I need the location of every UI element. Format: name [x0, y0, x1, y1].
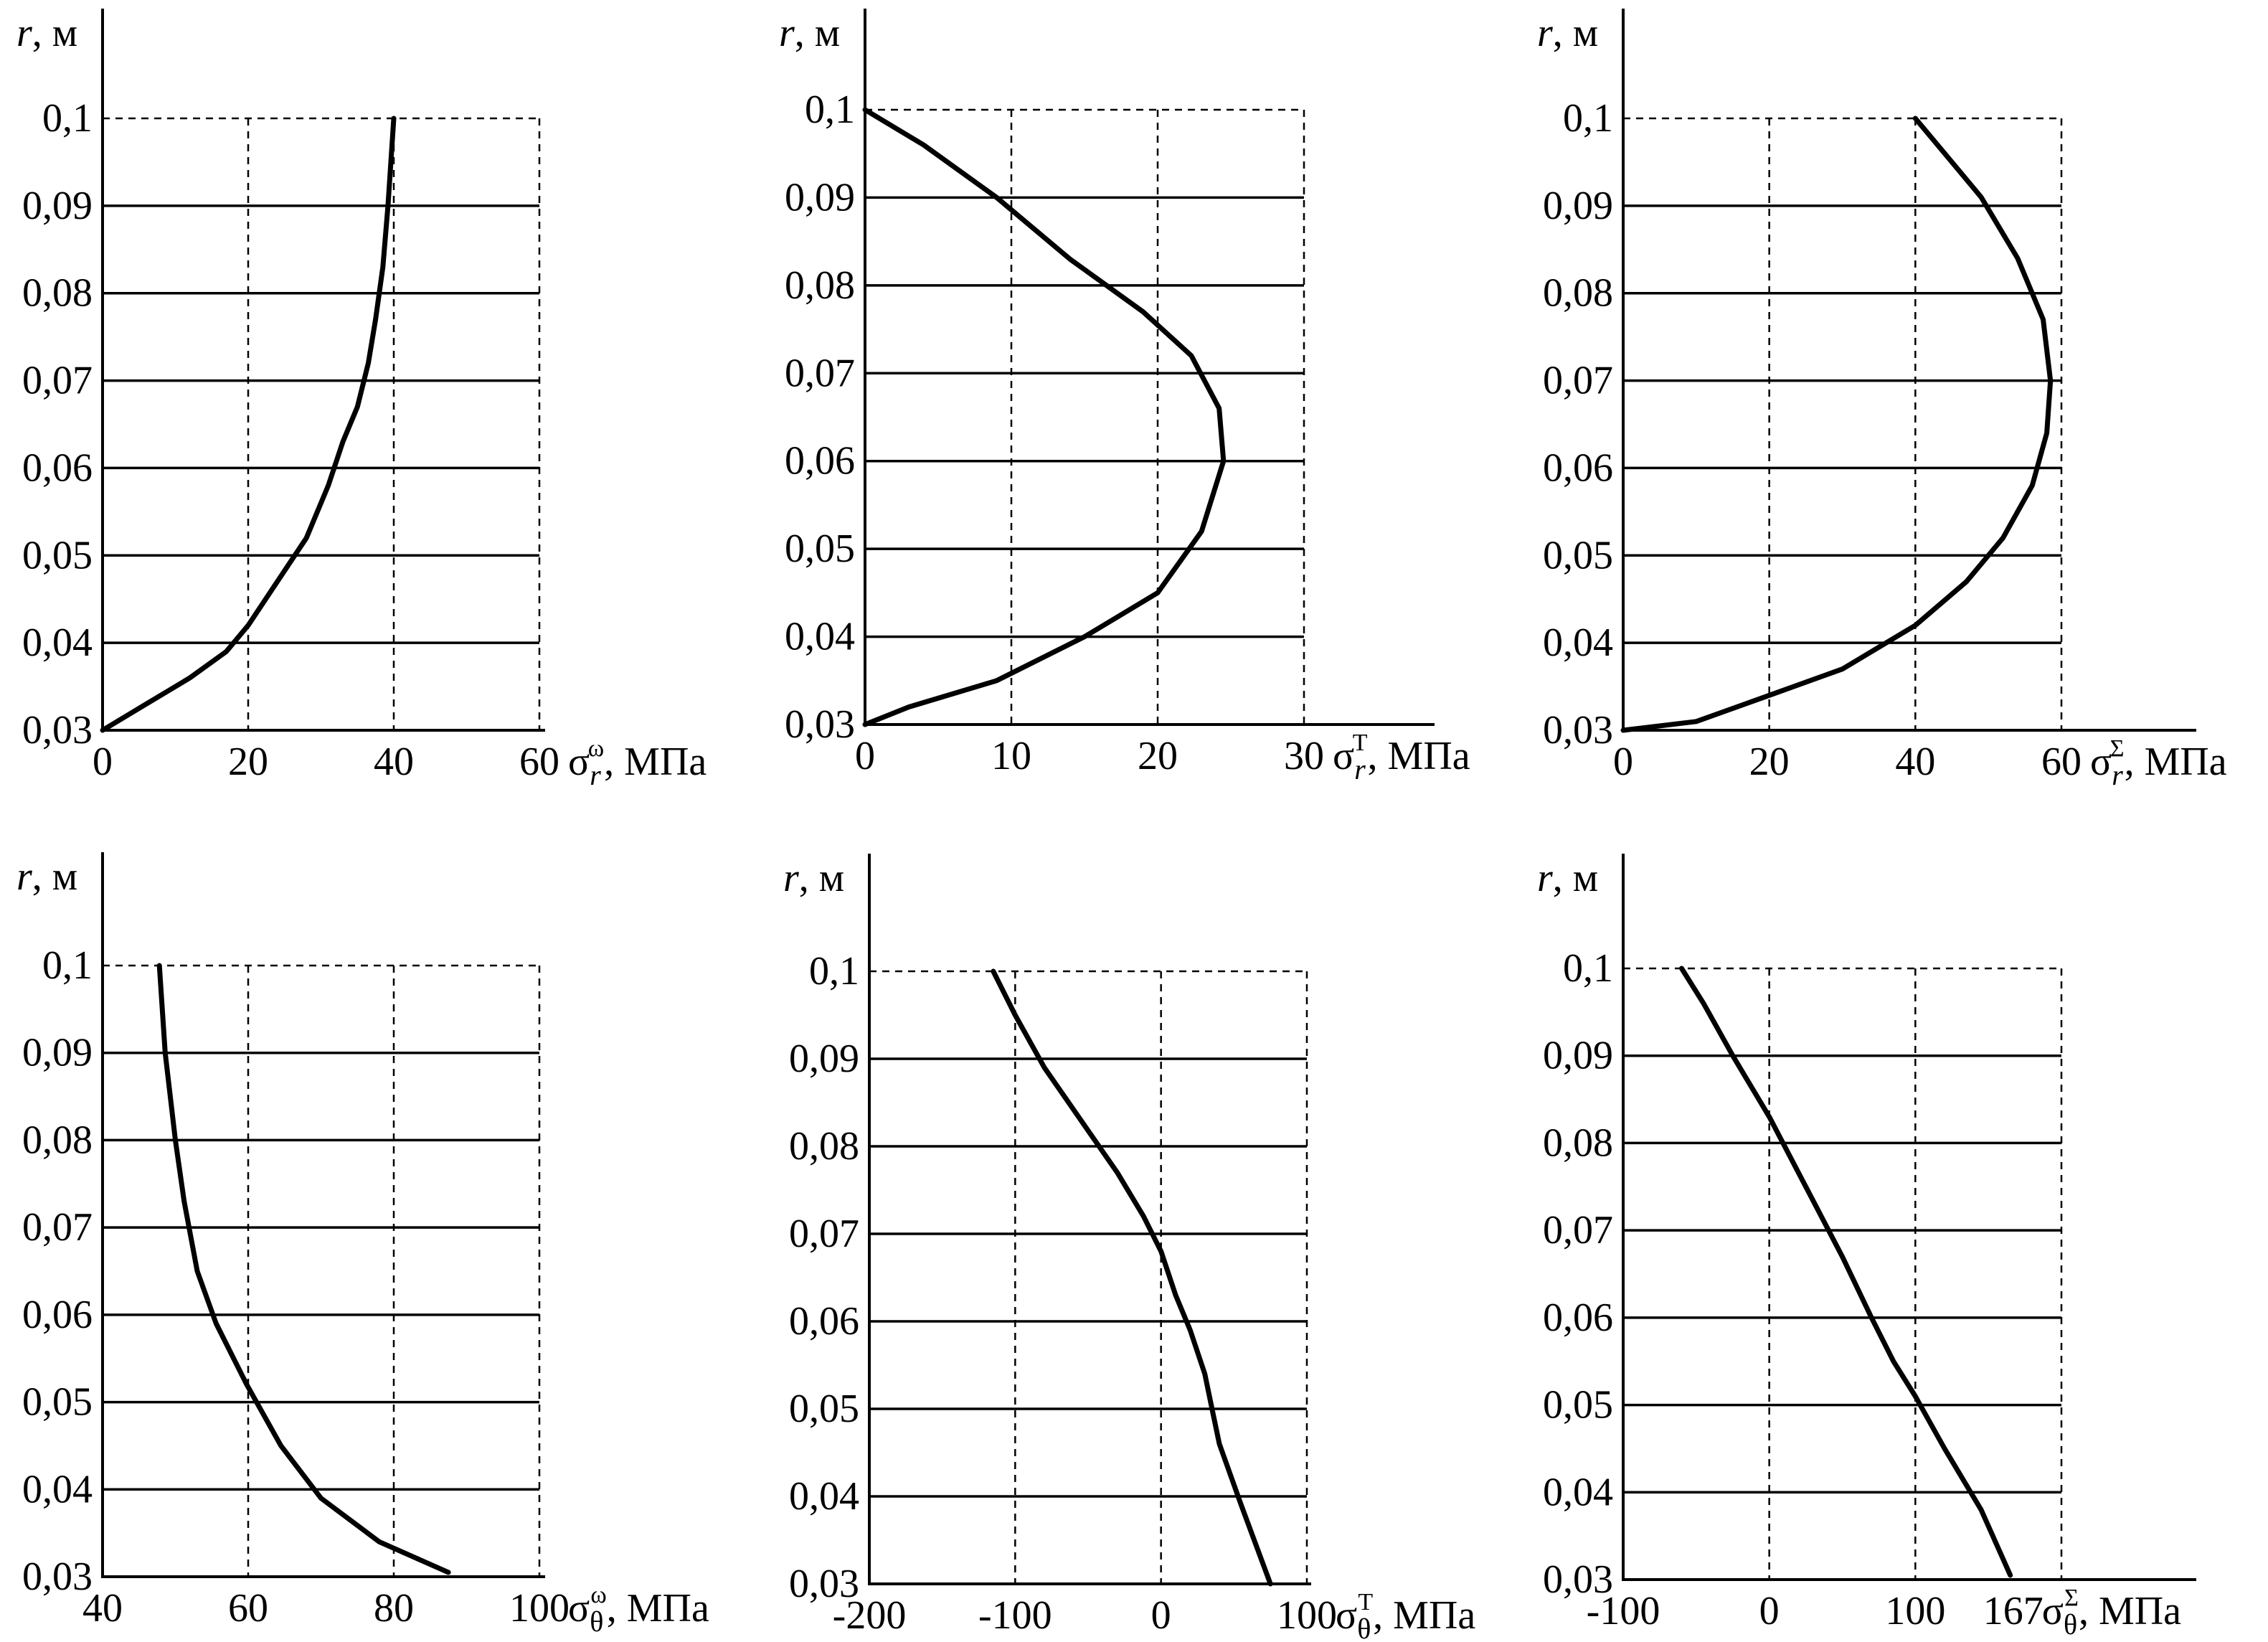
series-line	[1620, 115, 2054, 733]
x-tick-label: -100	[1587, 1589, 1660, 1633]
y-tick-label: 0,03	[1543, 1557, 1613, 1602]
x-tick-label: 40	[1895, 740, 1935, 784]
y-axis-title: r, м	[779, 11, 840, 55]
y-tick-label: 0,04	[1543, 1470, 1613, 1514]
y-tick-label: 0,07	[785, 351, 855, 395]
y-tick-label: 0,1	[42, 943, 93, 988]
x-tick-label: -200	[833, 1593, 907, 1638]
y-tick-label: 0,1	[1563, 946, 1613, 991]
series-line	[156, 963, 451, 1575]
y-tick-label: 0,07	[22, 359, 93, 403]
series-line	[991, 968, 1273, 1587]
x-tick-label: 60	[519, 740, 559, 784]
x-tick-label: 100	[1885, 1589, 1945, 1633]
y-tick-label: 0,07	[789, 1212, 859, 1256]
y-tick-label: 0,09	[22, 184, 93, 228]
y-tick-label: 0,04	[1543, 621, 1613, 665]
chart-st-omega: 0,03 0,04 0,05 0,06 0,07 0,08 0,09 0,1 40 60 80 100…	[16, 852, 709, 1638]
x-tick-label: 100	[509, 1586, 570, 1631]
y-tick-label: 0,06	[789, 1299, 859, 1344]
x-axis-title: σθω, МПа	[568, 1582, 709, 1638]
y-axis-title: r, м	[16, 11, 77, 55]
x-tick-label: 0	[1613, 740, 1633, 784]
y-axis-title: r, м	[783, 856, 844, 900]
chart-sr-thermal: 0,03 0,04 0,05 0,06 0,07 0,08 0,09 0,1 0 10 20 30 r,…	[779, 9, 1470, 785]
y-tick-label: 0,04	[789, 1474, 859, 1519]
y-tick-label: 0,08	[1543, 271, 1613, 316]
y-tick-label: 0,07	[1543, 1208, 1613, 1252]
x-tick-label: 100	[1277, 1593, 1337, 1638]
y-tick-label: 0,08	[785, 263, 855, 308]
y-tick-label: 0,04	[22, 1467, 93, 1511]
y-tick-label: 0,07	[22, 1205, 93, 1250]
x-tick-label: 40	[374, 740, 414, 784]
y-tick-label: 0,06	[1543, 445, 1613, 490]
chart-st-thermal: 0,03 0,04 0,05 0,06 0,07 0,08 0,09 0,1 -200 -100 0…	[783, 854, 1475, 1642]
y-tick-label: 0,04	[22, 621, 93, 665]
x-axis-title: σθΣ, МПа	[2042, 1585, 2181, 1641]
y-tick-label: 0,05	[22, 533, 93, 577]
y-tick-label: 0,09	[1543, 184, 1613, 228]
x-tick-label: 20	[1138, 734, 1178, 778]
y-tick-label: 0,03	[789, 1562, 859, 1606]
x-tick-label: 40	[82, 1586, 123, 1631]
y-tick-label: 0,08	[1543, 1120, 1613, 1165]
y-tick-label: 0,05	[22, 1380, 93, 1425]
x-tick-label: 20	[1749, 740, 1790, 784]
x-axis-title: σθT, МПа	[1336, 1589, 1475, 1642]
x-tick-label: 0	[93, 740, 113, 784]
y-tick-label: 0,06	[22, 1293, 93, 1337]
x-tick-label: 167	[1983, 1589, 2043, 1633]
y-tick-label: 0,1	[809, 949, 859, 994]
chart-sr-sum: 0,03 0,04 0,05 0,06 0,07 0,08 0,09 0,1 0 20 40 60 r,…	[1537, 9, 2227, 791]
x-tick-label: 10	[991, 734, 1031, 778]
y-tick-label: 0,09	[789, 1037, 859, 1081]
x-tick-label: 0	[1151, 1593, 1171, 1638]
y-tick-label: 0,03	[22, 1554, 93, 1599]
series-line	[862, 107, 1227, 727]
y-tick-label: 0,05	[1543, 1383, 1613, 1428]
x-axis-title: σrΣ, МПа	[2090, 735, 2227, 791]
y-axis-title: r, м	[16, 854, 77, 899]
y-tick-label: 0,08	[22, 271, 93, 316]
y-tick-label: 0,06	[1543, 1296, 1613, 1340]
y-tick-label: 0,05	[789, 1387, 859, 1431]
y-tick-label: 0,09	[1543, 1034, 1613, 1078]
y-tick-label: 0,1	[805, 88, 855, 132]
y-tick-label: 0,03	[22, 708, 93, 752]
y-tick-label: 0,03	[1543, 708, 1613, 752]
y-tick-label: 0,09	[785, 175, 855, 220]
x-tick-label: 30	[1284, 734, 1324, 778]
y-tick-label: 0,05	[785, 527, 855, 571]
x-tick-label: -100	[978, 1593, 1052, 1638]
x-tick-label: 20	[228, 740, 268, 784]
x-tick-label: 0	[855, 734, 875, 778]
y-tick-label: 0,08	[789, 1124, 859, 1169]
x-tick-label: 60	[228, 1586, 268, 1631]
y-tick-label: 0,1	[42, 96, 93, 141]
y-tick-label: 0,06	[785, 439, 855, 483]
y-tick-label: 0,05	[1543, 533, 1613, 577]
x-tick-label: 60	[2041, 740, 2082, 784]
y-tick-label: 0,08	[22, 1118, 93, 1162]
x-axis-title: σrT, МПа	[1333, 730, 1470, 785]
x-tick-label: 0	[1759, 1589, 1780, 1633]
y-tick-label: 0,04	[785, 615, 855, 659]
y-tick-label: 0,07	[1543, 359, 1613, 403]
series-line	[100, 115, 397, 733]
y-axis-title: r, м	[1537, 856, 1598, 900]
y-axis-title: r, м	[1537, 11, 1598, 55]
y-tick-label: 0,06	[22, 445, 93, 490]
series-line	[1679, 966, 2013, 1578]
y-tick-label: 0,09	[22, 1031, 93, 1075]
chart-sr-omega: 0,03 0,04 0,05 0,06 0,07 0,08 0,09 0,1 0 20 40 60 r,…	[16, 9, 707, 791]
chart-st-sum: 0,03 0,04 0,05 0,06 0,07 0,08 0,09 0,1 -100 0 100 1…	[1537, 854, 2196, 1641]
x-tick-label: 80	[374, 1586, 414, 1631]
y-tick-label: 0,1	[1563, 96, 1613, 141]
y-tick-label: 0,03	[785, 702, 855, 747]
x-axis-title: σrω, МПа	[568, 735, 707, 791]
